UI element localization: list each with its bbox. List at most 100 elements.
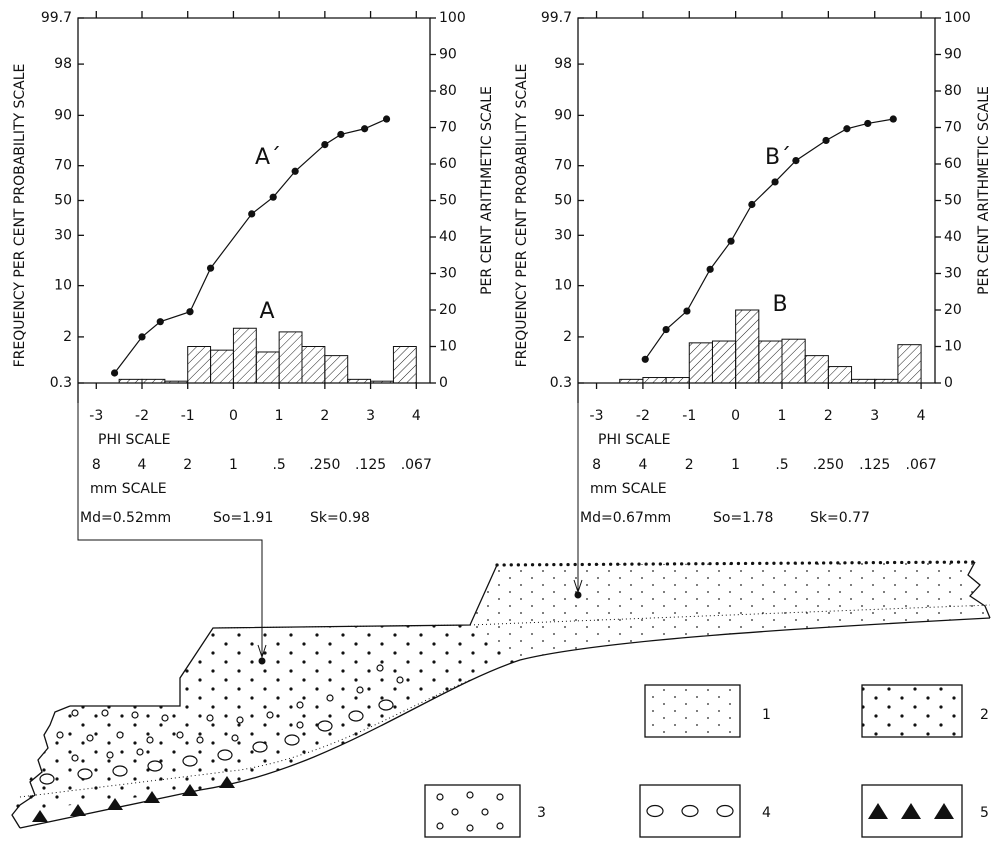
cumulative-point — [292, 168, 299, 175]
x2-tick-label: .125 — [355, 457, 386, 473]
x2-tick-label: 2 — [183, 457, 192, 473]
y2-tick-label: 50 — [439, 193, 457, 209]
x-axis-label: PHI SCALE — [598, 432, 670, 448]
histogram-bar — [875, 379, 898, 383]
histogram-bar — [782, 339, 805, 383]
legend-label: 4 — [762, 805, 771, 821]
histogram-bar — [736, 310, 759, 383]
x-tick-label: -3 — [89, 408, 103, 424]
cumulative-point — [683, 307, 690, 314]
y2-axis-label: PER CENT ARITHMETIC SCALE — [479, 86, 495, 295]
cumulative-point — [186, 308, 193, 315]
cumulative-point — [207, 265, 214, 272]
cumulative-point — [727, 238, 734, 245]
x2-tick-label: .125 — [859, 457, 890, 473]
y2-tick-label: 0 — [944, 375, 953, 391]
y-tick-label: 30 — [554, 227, 572, 243]
x-tick-label: 2 — [320, 408, 329, 424]
legend-label: 5 — [980, 805, 989, 821]
x2-tick-label: .5 — [272, 457, 285, 473]
cumulative-point — [157, 318, 164, 325]
y2-tick-label: 30 — [944, 266, 962, 282]
y2-tick-label: 60 — [439, 156, 457, 172]
x-tick-label: 1 — [778, 408, 787, 424]
y2-tick-label: 10 — [439, 339, 457, 355]
histogram-bar — [898, 345, 921, 383]
cumulative-point — [642, 356, 649, 363]
x2-tick-label: 4 — [138, 457, 147, 473]
x-tick-label: 3 — [366, 408, 375, 424]
cumulative-point — [270, 194, 277, 201]
y2-tick-label: 90 — [439, 47, 457, 63]
x-tick-label: -2 — [636, 408, 650, 424]
histogram-bar — [666, 378, 689, 383]
cumulative-point — [890, 115, 897, 122]
y2-tick-label: 30 — [439, 266, 457, 282]
statistic: Md=0.67mm — [580, 510, 671, 526]
y2-tick-label: 40 — [944, 229, 962, 245]
x2-axis-label: mm SCALE — [590, 481, 667, 497]
y-tick-label: 50 — [54, 193, 72, 209]
y-tick-label: 0.3 — [50, 375, 72, 391]
histogram-bar — [348, 379, 371, 383]
x-tick-label: 4 — [412, 408, 421, 424]
legend-label: 2 — [980, 707, 989, 723]
y-tick-label: 2 — [63, 329, 72, 345]
y-axis-label: FREQUENCY PER CENT PROBABILITY SCALE — [514, 64, 530, 368]
x2-tick-label: 1 — [731, 457, 740, 473]
x-tick-label: -3 — [590, 408, 604, 424]
x-tick-label: 3 — [870, 408, 879, 424]
y-tick-label: 2 — [563, 329, 572, 345]
y-tick-label: 30 — [54, 227, 72, 243]
cumulative-point — [361, 125, 368, 132]
y2-tick-label: 10 — [944, 339, 962, 355]
series-label: A´ — [255, 145, 281, 170]
y2-tick-label: 0 — [439, 375, 448, 391]
y-tick-label: 70 — [554, 158, 572, 174]
statistic: So=1.78 — [713, 510, 773, 526]
histogram-bar — [165, 381, 188, 383]
cumulative-point — [111, 369, 118, 376]
y-tick-label: 90 — [554, 107, 572, 123]
chart: 0.3210305070909899.701020304050607080901… — [514, 10, 992, 526]
legend-label: 3 — [537, 805, 546, 821]
histogram-bar — [233, 328, 256, 383]
statistic: Sk=0.77 — [810, 510, 870, 526]
histogram-bar — [759, 341, 782, 383]
histogram-bar — [643, 378, 666, 383]
x2-tick-label: .067 — [906, 457, 937, 473]
cumulative-point — [771, 178, 778, 185]
y2-tick-label: 20 — [944, 302, 962, 318]
series-label: B´ — [765, 145, 791, 170]
histogram-bar — [256, 352, 279, 383]
x2-tick-label: 2 — [685, 457, 694, 473]
histogram-bar — [805, 356, 828, 383]
statistic: Sk=0.98 — [310, 510, 370, 526]
x2-tick-label: .067 — [401, 457, 432, 473]
cumulative-point — [748, 201, 755, 208]
x2-tick-label: .250 — [309, 457, 340, 473]
x-tick-label: 1 — [275, 408, 284, 424]
cumulative-point — [321, 141, 328, 148]
histogram-bar — [142, 379, 165, 383]
statistic: So=1.91 — [213, 510, 273, 526]
histogram-bar — [325, 356, 348, 383]
y2-tick-label: 70 — [944, 120, 962, 136]
figure: 1 2 3 4 5 0.3210305070909899.70102030405… — [0, 0, 995, 844]
x2-tick-label: .250 — [813, 457, 844, 473]
x-tick-label: -2 — [135, 408, 149, 424]
histogram-bar — [302, 347, 325, 384]
series-label: A — [259, 299, 274, 324]
x-axis-label: PHI SCALE — [98, 432, 170, 448]
cumulative-point — [864, 120, 871, 127]
x2-tick-label: 1 — [229, 457, 238, 473]
y-tick-label: 99.7 — [541, 10, 572, 26]
y-tick-label: 98 — [554, 56, 572, 72]
y-tick-label: 99.7 — [41, 10, 72, 26]
cumulative-point — [383, 115, 390, 122]
cumulative-point — [707, 266, 714, 273]
x-tick-label: 0 — [229, 408, 238, 424]
x-tick-label: 2 — [824, 408, 833, 424]
y2-tick-label: 90 — [944, 47, 962, 63]
cumulative-point — [662, 326, 669, 333]
